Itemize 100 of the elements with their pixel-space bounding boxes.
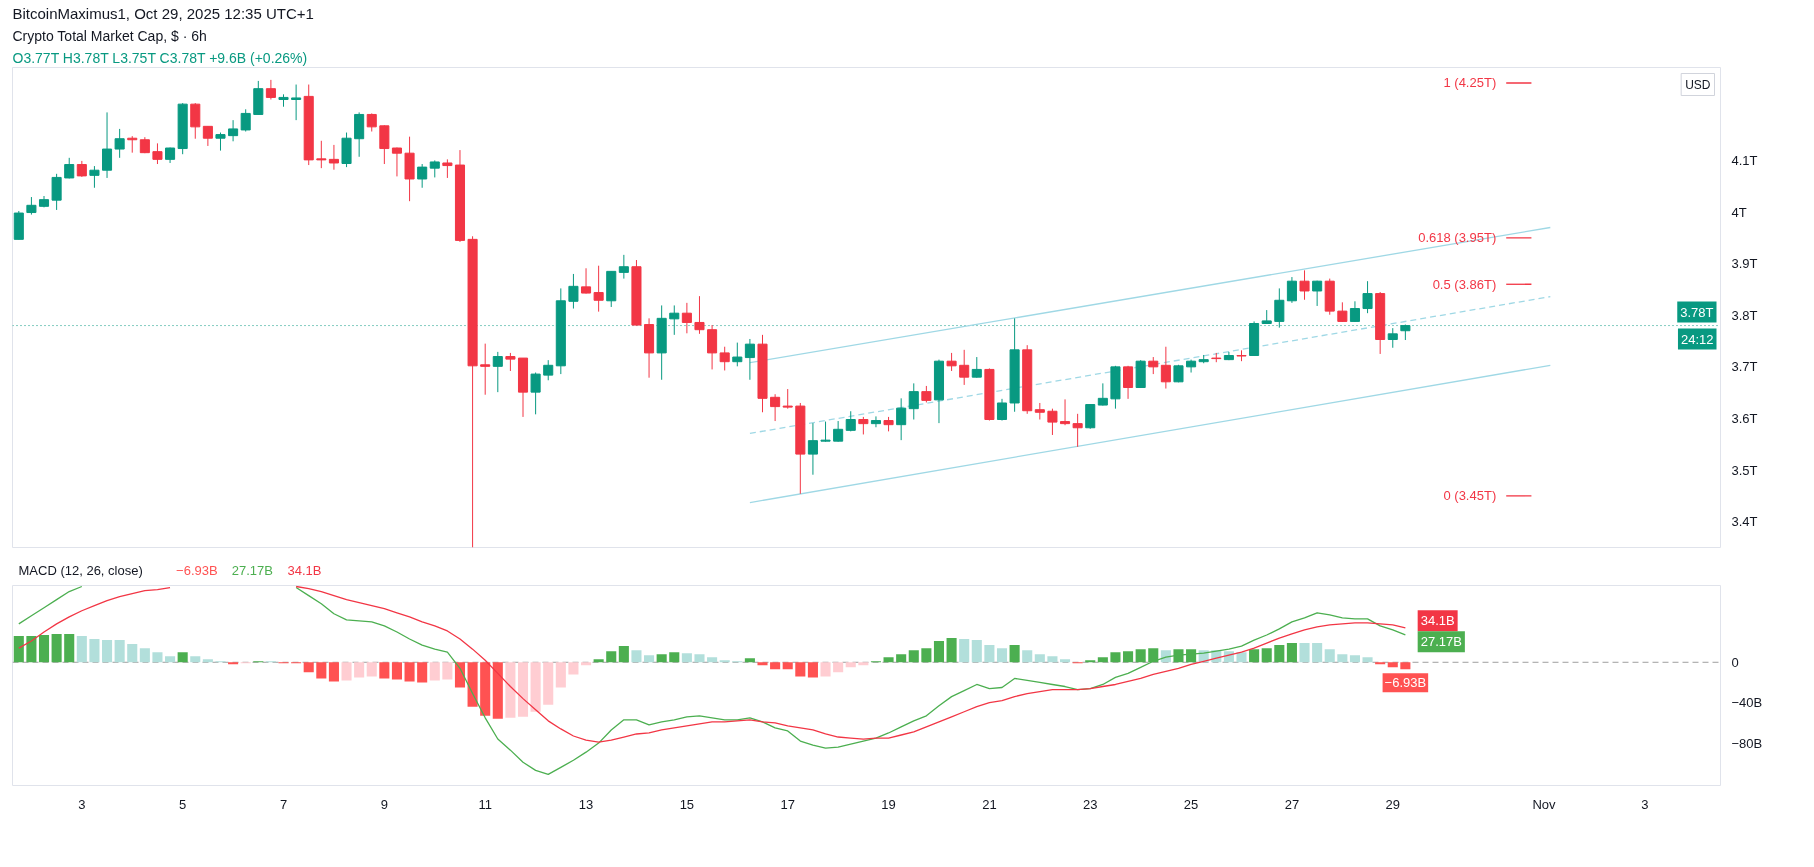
- x-tick-label: 25: [1183, 796, 1199, 812]
- candlestick: [959, 349, 970, 386]
- y-tick-label: 3.5T: [1731, 462, 1758, 478]
- bar: [618, 646, 629, 663]
- candlestick: [996, 398, 1008, 422]
- bar: [971, 640, 982, 663]
- bar: [76, 636, 87, 663]
- candlestick: [391, 147, 402, 177]
- x-tick-label: 3: [1641, 796, 1649, 812]
- bar: [543, 662, 554, 705]
- bar: [177, 652, 188, 663]
- bar: [1059, 659, 1071, 663]
- candlestick: [782, 388, 793, 410]
- candlestick: [1085, 403, 1096, 430]
- series-label: 27.17B: [231, 563, 273, 578]
- chart-title: Crypto Total Market Cap, $ · 6h: [12, 27, 207, 44]
- candlestick: [240, 108, 251, 132]
- candlestick: [1072, 413, 1083, 448]
- bar: [1085, 660, 1096, 663]
- bar: [933, 641, 945, 663]
- candlestick: [971, 356, 982, 379]
- bar: [354, 662, 365, 678]
- candlestick: [215, 132, 226, 152]
- bar: [1286, 643, 1297, 663]
- candlestick: [328, 144, 339, 171]
- x-tick-label: 19: [881, 796, 896, 812]
- candlestick: [530, 372, 541, 415]
- bar: [429, 662, 440, 681]
- bar: [442, 662, 453, 680]
- bar: [404, 662, 415, 682]
- candlestick: [417, 163, 428, 189]
- bar: [1135, 649, 1146, 663]
- candlestick: [770, 393, 781, 422]
- bar: [1387, 662, 1398, 668]
- candlestick: [833, 420, 844, 443]
- x-tick-label: 17: [780, 796, 795, 812]
- bar: [1324, 649, 1335, 663]
- x-tick-label: 15: [679, 796, 695, 812]
- bar: [1400, 662, 1411, 670]
- y-tick-label: −40B: [1731, 695, 1763, 711]
- candlestick: [442, 158, 453, 179]
- x-tick-label: 5: [179, 796, 187, 812]
- bar: [782, 662, 793, 670]
- x-tick-label: 9: [380, 796, 388, 812]
- candlestick: [1312, 280, 1323, 307]
- x-tick-label: 11: [478, 796, 492, 812]
- candlestick: [1299, 269, 1310, 301]
- x-tick-label: 21: [982, 796, 997, 812]
- text: BitcoinMaximus1, Oct 29, 2025 12:35 UTC+1: [12, 4, 314, 22]
- chart-subtitle: O3.77T H3.78T L3.75T C3.78T +9.6B (+0.26%): [12, 49, 308, 66]
- series-label: 0 (3.45T): [1443, 488, 1497, 504]
- candlestick: [1059, 398, 1071, 426]
- bar: [908, 650, 919, 663]
- candlestick: [681, 302, 692, 334]
- candlestick: [51, 173, 62, 211]
- bar: [1110, 652, 1121, 663]
- bar: [417, 662, 428, 683]
- bar: [1362, 657, 1373, 663]
- bar: [606, 651, 617, 663]
- candlestick: [152, 142, 163, 165]
- bar: [1236, 652, 1247, 663]
- bar: [190, 656, 201, 663]
- candlestick: [102, 111, 113, 179]
- bar: [1022, 650, 1033, 663]
- candlestick: [707, 324, 718, 370]
- bar: [316, 662, 327, 679]
- bar: [883, 657, 894, 663]
- bar: [795, 662, 806, 677]
- candlestick: [480, 343, 491, 396]
- candlestick: [870, 415, 881, 428]
- bar: [669, 652, 680, 663]
- candlestick: [1349, 300, 1360, 323]
- candlestick: [114, 128, 125, 159]
- candlestick: [1186, 359, 1197, 374]
- bar: [946, 638, 957, 663]
- bar: [1349, 655, 1360, 663]
- ref-line-label: 3.78T: [1680, 304, 1714, 320]
- candlestick: [1362, 280, 1373, 314]
- bar: [1375, 662, 1386, 665]
- x-tick-label: 7: [279, 796, 288, 812]
- bar: [921, 648, 932, 663]
- bar: [631, 650, 642, 663]
- bar: [694, 654, 705, 663]
- annotation: 24:12: [1680, 331, 1714, 347]
- y-tick-label: −80B: [1731, 735, 1763, 751]
- candlestick: [732, 342, 743, 367]
- bar: [744, 658, 755, 663]
- bar: [64, 633, 75, 663]
- candlestick: [265, 79, 276, 100]
- series-label: 0.618 (3.95T): [1418, 230, 1497, 246]
- bar: [480, 662, 491, 716]
- candlestick: [1387, 327, 1398, 349]
- bar: [505, 662, 516, 718]
- text: −6.93B: [176, 563, 218, 578]
- candlestick: [946, 352, 957, 372]
- candlestick: [190, 102, 201, 140]
- bar: [202, 659, 213, 663]
- bar: [896, 654, 907, 663]
- bar: [341, 662, 352, 681]
- annotation: USD: [1685, 77, 1711, 92]
